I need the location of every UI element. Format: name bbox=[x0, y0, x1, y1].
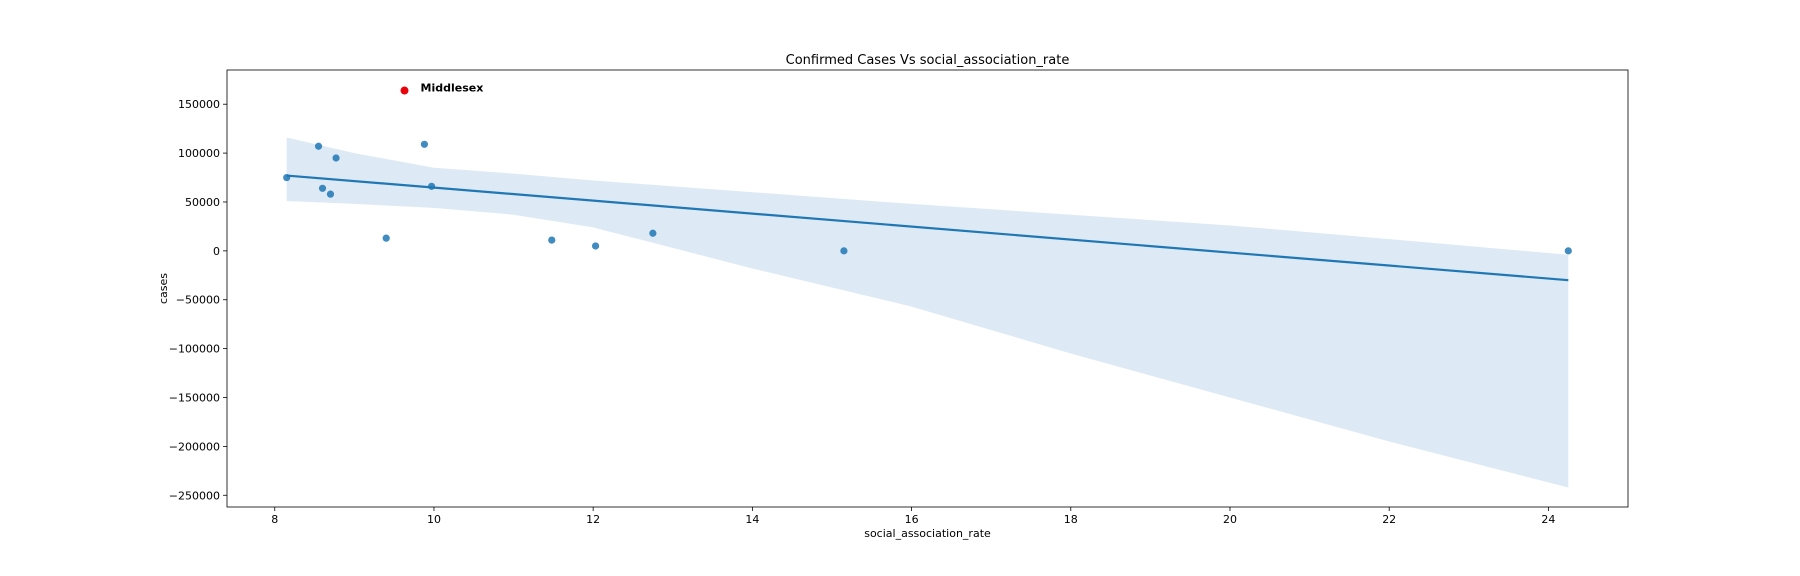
regression-line bbox=[286, 174, 1569, 282]
regression-line-layer bbox=[286, 174, 1569, 282]
x-tick-label: 16 bbox=[905, 513, 919, 526]
chart-title: Confirmed Cases Vs social_association_ra… bbox=[786, 53, 1070, 68]
plot-area-frame bbox=[226, 69, 1629, 508]
data-point bbox=[326, 190, 335, 198]
y-tick-label: 100000 bbox=[178, 147, 220, 160]
y-tick-label: −50000 bbox=[176, 294, 220, 307]
y-axis-ticks: 150000 100000 50000 0 −50000 −100000 −150000 −2… bbox=[169, 98, 227, 502]
data-point bbox=[332, 154, 340, 162]
data-point bbox=[314, 142, 323, 150]
data-point bbox=[1564, 247, 1572, 255]
y-tick-label: −250000 bbox=[169, 489, 220, 502]
y-tick-label: −100000 bbox=[169, 343, 220, 356]
data-points-layer bbox=[283, 140, 1572, 255]
x-tick-label: 12 bbox=[586, 513, 600, 526]
highlight-label: Middlesex bbox=[421, 82, 484, 95]
data-point bbox=[649, 229, 657, 237]
data-point bbox=[382, 234, 390, 242]
data-point bbox=[420, 140, 429, 148]
x-tick-label: 20 bbox=[1223, 513, 1237, 526]
x-tick-label: 8 bbox=[271, 513, 278, 526]
y-tick-label: 150000 bbox=[178, 98, 220, 111]
x-tick-label: 10 bbox=[427, 513, 441, 526]
y-axis-label: cases bbox=[157, 273, 170, 304]
y-tick-label: −150000 bbox=[169, 392, 220, 405]
data-point bbox=[591, 242, 600, 250]
data-point bbox=[283, 173, 291, 182]
confidence-band bbox=[286, 137, 1569, 488]
confidence-band-layer bbox=[286, 137, 1569, 488]
y-tick-label: −200000 bbox=[169, 440, 220, 453]
data-point bbox=[548, 236, 556, 244]
x-tick-label: 18 bbox=[1064, 513, 1078, 526]
x-axis-label: social_association_rate bbox=[864, 527, 991, 540]
y-tick-label: 50000 bbox=[185, 196, 220, 209]
data-point bbox=[427, 182, 436, 190]
x-tick-label: 24 bbox=[1541, 513, 1555, 526]
x-tick-label: 22 bbox=[1382, 513, 1396, 526]
highlight-point bbox=[400, 86, 409, 95]
x-tick-label: 14 bbox=[745, 513, 759, 526]
y-tick-label: 0 bbox=[213, 245, 220, 258]
highlight-layer: Middlesex bbox=[400, 82, 484, 95]
data-point bbox=[840, 247, 848, 255]
x-axis-ticks: 8 10 12 14 16 18 20 22 24 bbox=[271, 507, 1555, 526]
data-point bbox=[318, 184, 327, 192]
